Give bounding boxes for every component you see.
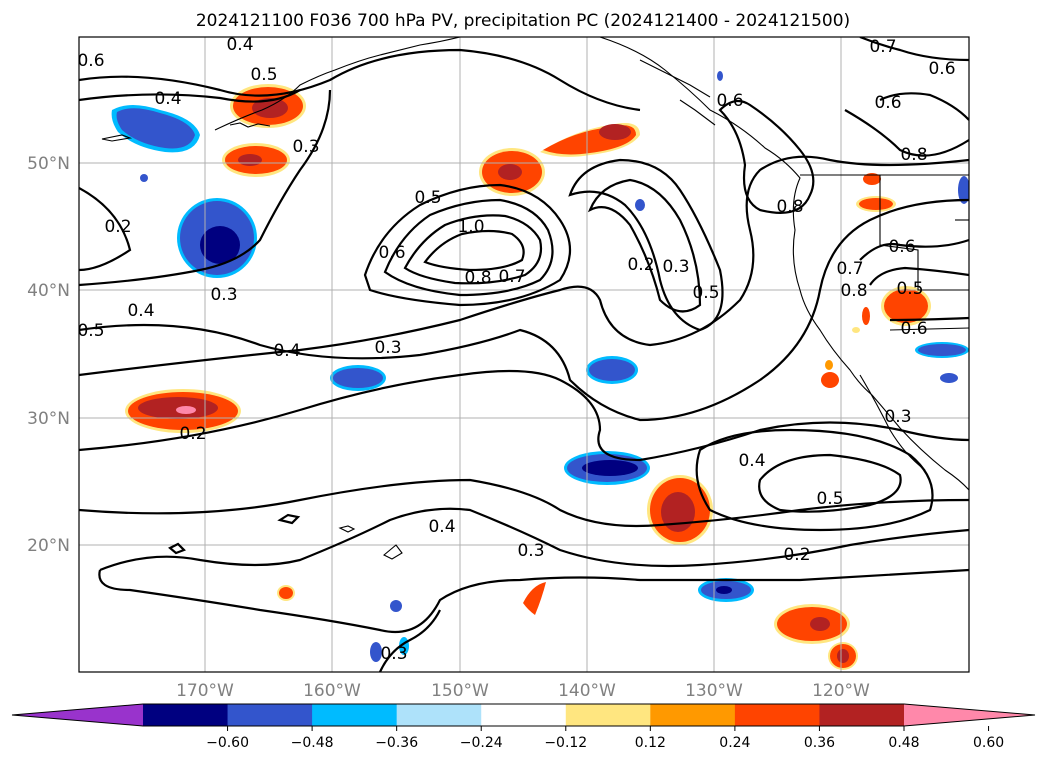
colorbar: −0.60 −0.48 −0.36 −0.24 −0.12 0.12 0.24 0.36 0.4… xyxy=(11,703,1036,751)
negative-precip-blob xyxy=(330,365,386,391)
contour-label: 0.3 xyxy=(662,257,689,277)
colorbar-tick-label: −0.60 xyxy=(206,735,249,751)
colorbar-extend-min xyxy=(12,704,143,726)
colorbar-swatch xyxy=(734,704,820,726)
colorbar-outline xyxy=(11,703,1036,727)
lon-label: 120°W xyxy=(812,681,870,701)
contour-label: 0.4 xyxy=(127,301,154,321)
colorbar-swatch xyxy=(143,704,229,726)
colorbar-swatch xyxy=(481,704,567,726)
contour-label: 0.3 xyxy=(884,407,911,427)
precip-anomaly-fill xyxy=(111,71,969,670)
colorbar-swatch xyxy=(565,704,651,726)
map-panel: 0.4 0.5 0.3 0.6 0.4 0.2 0.3 0.4 0.5 0.4 … xyxy=(77,35,970,673)
lon-label: 170°W xyxy=(176,681,234,701)
map-background xyxy=(79,37,969,672)
positive-precip-blob xyxy=(881,286,931,326)
contour-label: 0.6 xyxy=(378,243,405,263)
contour-label: 0.2 xyxy=(627,255,654,275)
contour-label: 0.4 xyxy=(154,89,181,109)
lon-label: 130°W xyxy=(685,681,743,701)
colorbar-swatch xyxy=(650,704,736,726)
negative-precip-blob xyxy=(586,356,638,384)
colorbar-swatch xyxy=(396,704,482,726)
contour-label: 0.8 xyxy=(464,268,491,288)
positive-precip-blob xyxy=(821,173,896,388)
colorbar-tick-label: 0.24 xyxy=(719,735,750,751)
positive-precip-blob xyxy=(125,389,241,433)
pv-contours xyxy=(79,37,969,672)
colorbar-tick-label: −0.12 xyxy=(544,735,587,751)
contour-label: 0.6 xyxy=(888,237,915,257)
gridlines xyxy=(79,37,969,672)
contour-label: 0.3 xyxy=(517,541,544,561)
positive-precip-blob xyxy=(774,604,850,644)
map-title: 2024121100 F036 700 hPa PV, precipitatio… xyxy=(196,11,850,31)
lon-label: 140°W xyxy=(558,681,616,701)
lat-label: 30°N xyxy=(27,409,70,429)
lat-label: 40°N xyxy=(27,281,70,301)
positive-precip-blob xyxy=(277,582,546,615)
contour-label: 0.6 xyxy=(928,59,955,79)
contour-label: 0.2 xyxy=(104,217,131,237)
contour-label: 0.4 xyxy=(226,35,253,55)
colorbar-swatch xyxy=(227,704,313,726)
contour-label: 0.5 xyxy=(250,65,277,85)
contour-label: 0.5 xyxy=(896,279,923,299)
contour-label: 0.4 xyxy=(273,341,300,361)
colorbar-swatch xyxy=(819,704,905,726)
positive-precip-blob xyxy=(828,642,858,670)
contour-label: 0.3 xyxy=(292,137,319,157)
contour-label: 0.3 xyxy=(210,285,237,305)
contour-label: 0.6 xyxy=(874,93,901,113)
colorbar-tick-label: −0.36 xyxy=(375,735,418,751)
lat-label: 50°N xyxy=(27,154,70,174)
colorbar-tick-label: 0.60 xyxy=(973,735,1004,751)
contour-labels: 0.4 0.5 0.3 0.6 0.4 0.2 0.3 0.4 0.5 0.4 … xyxy=(77,35,956,664)
lat-label: 20°N xyxy=(27,536,70,556)
contour-label: 0.3 xyxy=(380,644,407,664)
contour-label: 0.4 xyxy=(738,451,765,471)
contour-label: 1.0 xyxy=(457,217,484,237)
contour-label: 0.2 xyxy=(179,424,206,444)
contour-label: 0.7 xyxy=(836,259,863,279)
lon-label: 150°W xyxy=(431,681,489,701)
contour-label: 0.5 xyxy=(414,188,441,208)
positive-precip-blob xyxy=(540,122,640,157)
contour-label: 0.8 xyxy=(776,197,803,217)
contour-label: 0.4 xyxy=(428,517,455,537)
colorbar-extend-max xyxy=(904,704,1035,726)
negative-precip-blob xyxy=(698,578,754,602)
coastlines xyxy=(101,37,969,560)
contour-label: 0.7 xyxy=(869,37,896,57)
map-frame xyxy=(78,36,970,673)
positive-precip-blob xyxy=(222,143,290,177)
positive-precip-blob xyxy=(479,148,545,196)
colorbar-tick-label: −0.24 xyxy=(460,735,503,751)
colorbar-tick-label: 0.48 xyxy=(888,735,919,751)
contour-label: 0.6 xyxy=(77,51,104,71)
contour-label: 0.8 xyxy=(840,281,867,301)
contour-label: 0.5 xyxy=(692,283,719,303)
negative-precip-blob xyxy=(140,71,969,662)
latitude-labels: 50°N 40°N 30°N 20°N xyxy=(27,154,70,556)
colorbar-tick-label: 0.36 xyxy=(804,735,835,751)
positive-precip-blob xyxy=(647,475,713,545)
colorbar-tick-label: 0.12 xyxy=(635,735,666,751)
contour-label: 0.3 xyxy=(374,338,401,358)
contour-label: 0.6 xyxy=(900,319,927,339)
negative-precip-blob xyxy=(111,105,200,153)
contour-label: 0.2 xyxy=(783,545,810,565)
contour-label: 0.8 xyxy=(900,145,927,165)
colorbar-tick-label: −0.48 xyxy=(291,735,334,751)
contour-label: 0.7 xyxy=(498,267,525,287)
negative-precip-blob xyxy=(564,451,650,485)
contour-label: 0.6 xyxy=(716,91,743,111)
colorbar-swatch xyxy=(312,704,398,726)
lon-label: 160°W xyxy=(303,681,361,701)
contour-label: 0.5 xyxy=(77,321,104,341)
contour-label: 0.5 xyxy=(816,489,843,509)
longitude-labels: 170°W 160°W 150°W 140°W 130°W 120°W xyxy=(176,681,870,701)
